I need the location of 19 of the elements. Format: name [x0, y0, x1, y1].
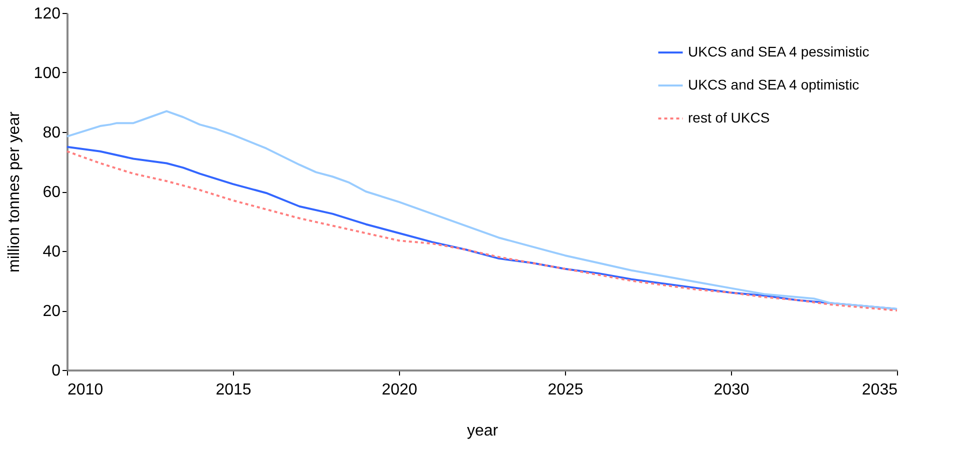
x-tick-label: 2010: [68, 382, 104, 398]
y-tick-label: 100: [34, 65, 61, 82]
y-tick-label: 60: [42, 184, 61, 201]
x-tick-label: 2020: [382, 382, 418, 398]
x-tick-label: 2030: [714, 382, 750, 398]
x-tick-label: 2025: [548, 382, 584, 398]
y-tick-label: 40: [42, 244, 61, 260]
legend-label: rest of UKCS: [688, 110, 770, 126]
x-tick-label: 2015: [216, 382, 252, 398]
y-tick-label: 120: [34, 6, 61, 22]
y-tick-label: 80: [42, 124, 61, 142]
y-axis-title: million tonnes per year: [6, 110, 23, 272]
x-tick-label: 2035: [862, 382, 898, 398]
y-tick-label: 20: [42, 303, 61, 320]
y-tick-label: 0: [52, 362, 61, 380]
line-series: [66, 110, 898, 310]
legend-label: UKCS and SEA 4 optimistic: [688, 76, 860, 92]
legend-label: UKCS and SEA 4 pessimistic: [688, 44, 870, 60]
x-axis-title: year: [466, 422, 499, 440]
